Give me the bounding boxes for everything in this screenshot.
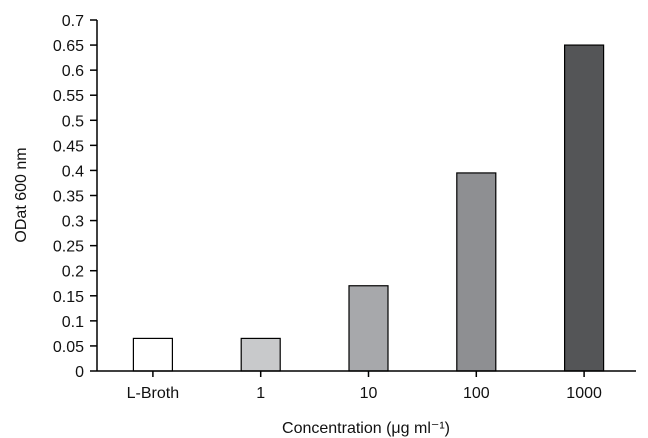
x-tick-label: 100 — [463, 385, 490, 402]
y-tick-label: 0.5 — [62, 113, 84, 130]
x-axis-title: Concentration (μg ml⁻¹) — [282, 420, 450, 437]
y-tick-label: 0.4 — [62, 163, 84, 180]
y-tick-label: 0.05 — [53, 339, 84, 356]
x-tick-label: L-Broth — [127, 385, 179, 402]
y-tick-label: 0.55 — [53, 88, 84, 105]
y-tick-label: 0.45 — [53, 138, 84, 155]
x-axis-ticks: L-Broth 1 10 100 1000 — [127, 371, 602, 402]
y-tick-label: 0.25 — [53, 239, 84, 256]
bar — [348, 285, 389, 372]
bar — [456, 172, 497, 372]
y-axis-ticks: 0 0.05 0.1 0.15 0.2 0.25 0.3 0.35 0.4 0.45 0.5 0.55… — [53, 13, 97, 381]
x-tick-label: 10 — [360, 385, 378, 402]
y-tick-label: 0.2 — [62, 264, 84, 281]
bar — [563, 44, 605, 372]
y-tick-label: 0.7 — [62, 13, 84, 30]
x-tick-label: 1 — [256, 385, 265, 402]
y-tick-label: 0 — [75, 364, 84, 381]
y-tick-label: 0.1 — [62, 314, 84, 331]
y-tick-label: 0.15 — [53, 289, 84, 306]
y-tick-label: 0.65 — [53, 38, 84, 55]
y-tick-label: 0.3 — [62, 214, 84, 231]
y-tick-label: 0.6 — [62, 63, 84, 80]
x-tick-label: 1000 — [566, 385, 602, 402]
bar — [132, 337, 173, 372]
y-tick-label: 0.35 — [53, 189, 84, 206]
bar — [240, 337, 281, 372]
bars — [132, 44, 605, 372]
y-axis-title: ODat 600 nm — [13, 147, 30, 242]
